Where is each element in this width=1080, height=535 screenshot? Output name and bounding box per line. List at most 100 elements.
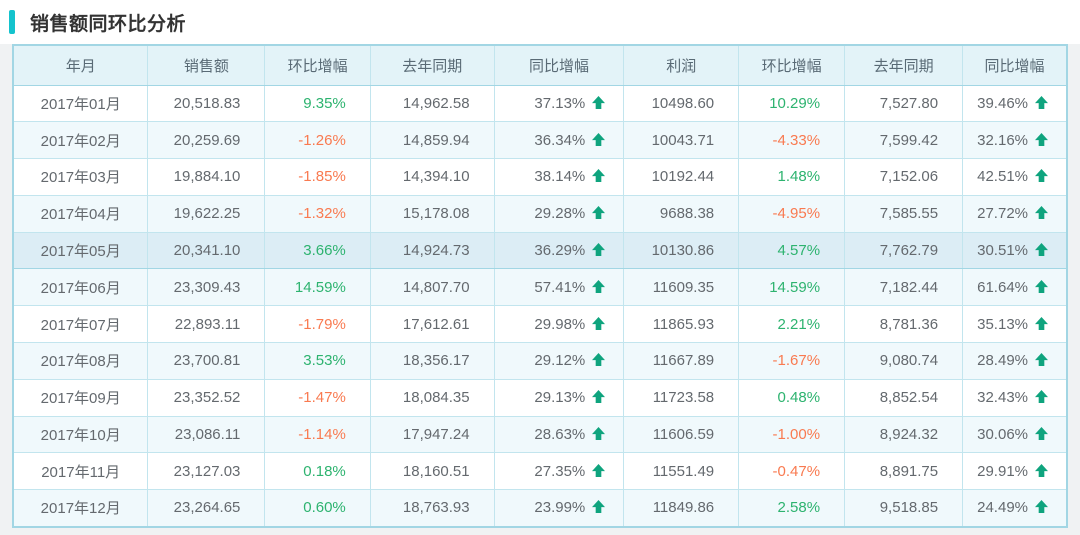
column-header: 同比增幅 (493, 44, 625, 86)
up-arrow-icon (1035, 206, 1048, 220)
cell-sales-yoy-growth: 36.34% (493, 121, 625, 160)
cell-sales-mom-growth: -1.32% (264, 194, 371, 233)
cell-profit: 11849.86 (623, 489, 740, 528)
up-arrow-icon (592, 353, 606, 367)
table-row: 2017年04月 19,622.25 -1.32% 15,178.08 29.28% 96… (12, 194, 1068, 233)
table-row: 2017年05月 20,341.10 3.66% 14,924.73 36.29% 101… (12, 231, 1068, 270)
cell-sales-last-year: 17,612.61 (369, 305, 495, 344)
up-arrow-icon (1035, 353, 1048, 367)
cell-sales-mom-growth: -1.14% (264, 415, 371, 454)
cell-sales-yoy-growth: 57.41% (493, 268, 625, 307)
cell-sales-yoy-growth: 38.14% (493, 158, 625, 196)
table-row: 2017年02月 20,259.69 -1.26% 14,859.94 36.34% 10… (12, 121, 1068, 160)
table-row: 2017年08月 23,700.81 3.53% 18,356.17 29.12% 116… (12, 342, 1068, 380)
cell-profit-yoy-growth: 39.46% (962, 84, 1068, 123)
cell-profit: 10043.71 (623, 121, 740, 160)
column-header: 销售额 (147, 44, 266, 86)
up-arrow-icon (1035, 390, 1048, 404)
cell-profit-yoy-growth: 30.06% (962, 415, 1068, 454)
up-arrow-icon (1035, 132, 1048, 146)
table-row: 2017年10月 23,086.11 -1.14% 17,947.24 28.63% 11… (12, 415, 1068, 454)
cell-sales-last-year: 18,356.17 (369, 342, 495, 380)
cell-month: 2017年09月 (12, 378, 149, 417)
cell-profit: 10498.60 (623, 84, 740, 123)
column-header: 去年同期 (369, 44, 495, 86)
cell-profit-yoy-growth: 32.16% (962, 121, 1068, 160)
cell-sales-last-year: 18,084.35 (369, 378, 495, 417)
cell-profit-last-year: 7,762.79 (844, 231, 964, 270)
cell-sales-yoy-growth: 29.12% (493, 342, 625, 380)
cell-month: 2017年05月 (12, 231, 149, 270)
cell-profit-yoy-growth: 32.43% (962, 378, 1068, 417)
cell-profit-mom-growth: -0.47% (738, 452, 846, 491)
column-header: 去年同期 (844, 44, 964, 86)
cell-sales-last-year: 18,160.51 (369, 452, 495, 491)
up-arrow-icon (592, 463, 606, 477)
up-arrow-icon (592, 95, 606, 109)
cell-sales: 20,341.10 (147, 231, 266, 270)
cell-profit-last-year: 8,891.75 (844, 452, 964, 491)
cell-sales: 23,309.43 (147, 268, 266, 307)
column-header: 利润 (623, 44, 740, 86)
cell-month: 2017年06月 (12, 268, 149, 307)
up-arrow-icon (1035, 169, 1048, 183)
cell-profit: 11667.89 (623, 342, 740, 380)
cell-month: 2017年08月 (12, 342, 149, 380)
cell-profit-mom-growth: -4.95% (738, 194, 846, 233)
cell-profit-last-year: 7,182.44 (844, 268, 964, 307)
up-arrow-icon (592, 243, 606, 257)
cell-profit-last-year: 7,585.55 (844, 194, 964, 233)
cell-sales-yoy-growth: 29.13% (493, 378, 625, 417)
up-arrow-icon (592, 206, 606, 220)
up-arrow-icon (592, 169, 606, 183)
cell-profit-yoy-growth: 29.91% (962, 452, 1068, 491)
cell-profit-mom-growth: 14.59% (738, 268, 846, 307)
cell-profit: 11723.58 (623, 378, 740, 417)
cell-profit: 10192.44 (623, 158, 740, 196)
cell-profit: 11609.35 (623, 268, 740, 307)
cell-profit-mom-growth: -1.00% (738, 415, 846, 454)
cell-profit-last-year: 7,599.42 (844, 121, 964, 160)
cell-sales-mom-growth: 3.53% (264, 342, 371, 380)
cell-month: 2017年10月 (12, 415, 149, 454)
cell-profit-last-year: 7,152.06 (844, 158, 964, 196)
cell-sales-last-year: 15,178.08 (369, 194, 495, 233)
table-row: 2017年12月 23,264.65 0.60% 18,763.93 23.99% 118… (12, 489, 1068, 528)
cell-profit-mom-growth: 10.29% (738, 84, 846, 123)
cell-sales-yoy-growth: 36.29% (493, 231, 625, 270)
cell-profit-yoy-growth: 42.51% (962, 158, 1068, 196)
cell-profit: 11865.93 (623, 305, 740, 344)
cell-profit-yoy-growth: 24.49% (962, 489, 1068, 528)
cell-profit-mom-growth: 1.48% (738, 158, 846, 196)
cell-month: 2017年02月 (12, 121, 149, 160)
up-arrow-icon (1035, 243, 1048, 257)
table-header-row: 年月 销售额 环比增幅 去年同期 同比增幅 利润 环比增幅 去年同期 同比增幅 (12, 44, 1068, 86)
cell-sales: 22,893.11 (147, 305, 266, 344)
cell-profit-last-year: 8,924.32 (844, 415, 964, 454)
cell-sales-last-year: 14,859.94 (369, 121, 495, 160)
cell-sales-mom-growth: 3.66% (264, 231, 371, 270)
cell-profit: 11606.59 (623, 415, 740, 454)
cell-sales-mom-growth: 9.35% (264, 84, 371, 123)
cell-sales-last-year: 18,763.93 (369, 489, 495, 528)
cell-sales-last-year: 14,962.58 (369, 84, 495, 123)
cell-sales-mom-growth: 14.59% (264, 268, 371, 307)
title-accent-bar-icon (9, 10, 15, 34)
up-arrow-icon (592, 500, 606, 514)
cell-sales-last-year: 17,947.24 (369, 415, 495, 454)
cell-sales-mom-growth: 0.60% (264, 489, 371, 528)
cell-sales: 23,086.11 (147, 415, 266, 454)
cell-profit-mom-growth: 2.21% (738, 305, 846, 344)
up-arrow-icon (1035, 463, 1048, 477)
column-header: 环比增幅 (264, 44, 371, 86)
cell-sales-last-year: 14,924.73 (369, 231, 495, 270)
cell-month: 2017年12月 (12, 489, 149, 528)
cell-sales-yoy-growth: 27.35% (493, 452, 625, 491)
sales-analysis-table: 年月 销售额 环比增幅 去年同期 同比增幅 利润 环比增幅 去年同期 同比增幅 2017年01月… (12, 44, 1068, 528)
cell-sales: 23,127.03 (147, 452, 266, 491)
up-arrow-icon (592, 316, 606, 330)
up-arrow-icon (1035, 427, 1048, 441)
up-arrow-icon (592, 279, 606, 293)
table-row: 2017年11月 23,127.03 0.18% 18,160.51 27.35% 115… (12, 452, 1068, 491)
